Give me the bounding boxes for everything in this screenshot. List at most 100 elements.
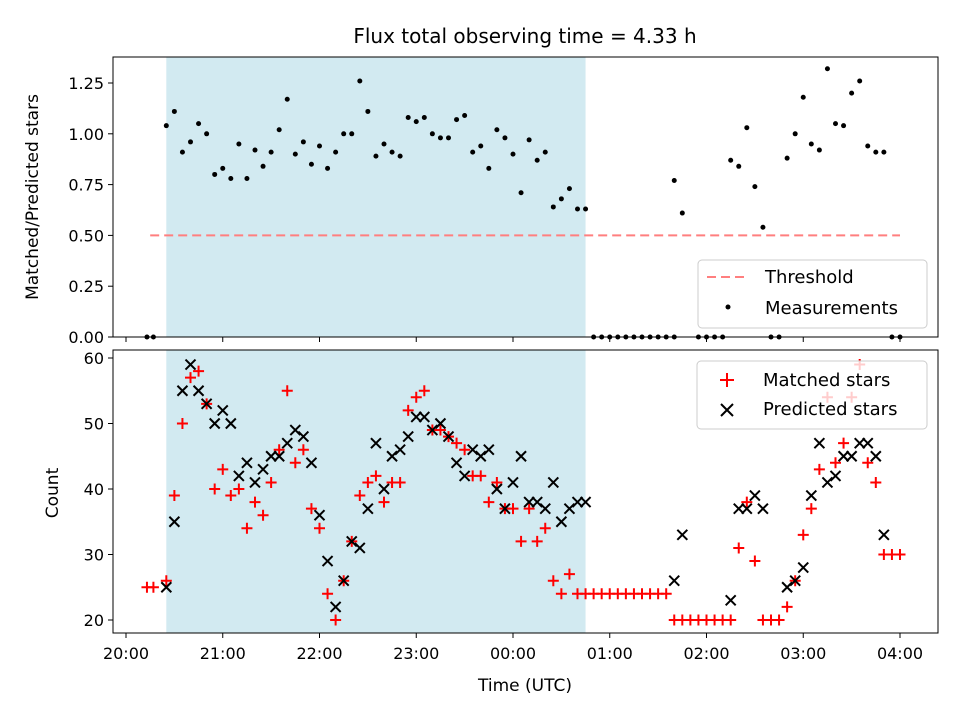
measurement-point <box>486 165 492 171</box>
predicted-star-point <box>676 529 689 541</box>
matched-star-point <box>354 490 366 502</box>
x-tick-label: 21:00 <box>200 644 246 663</box>
matched-star-point <box>265 476 277 488</box>
measurement-point <box>437 135 443 141</box>
measurement-point <box>381 141 387 147</box>
measurement-point <box>220 165 226 171</box>
y-tick: 1.00 <box>68 125 113 144</box>
predicted-star-point <box>329 601 342 613</box>
predicted-star-point <box>418 411 431 423</box>
matched-star-point <box>862 457 874 469</box>
predicted-star-point <box>337 574 350 587</box>
matched-star-point <box>378 496 390 508</box>
x-tick-label: 22:00 <box>296 644 342 663</box>
matched-star-point <box>507 503 519 515</box>
matched-star-point <box>475 470 487 482</box>
matched-star-point <box>531 535 543 547</box>
bottom-y-axis-ticks: 20 30 40 50 60 <box>84 349 113 630</box>
predicted-star-point <box>821 476 834 489</box>
y-tick-label: 20 <box>84 611 104 630</box>
measurement-point <box>365 108 371 114</box>
bottom-x-axis-ticks: 20:00 21:00 22:00 23:00 00:00 01:00 02:00 03:00… <box>103 633 923 663</box>
matched-star-point <box>749 555 761 567</box>
measurement-point <box>236 141 242 147</box>
predicted-star-point <box>208 417 221 430</box>
y-tick: 30 <box>84 546 113 565</box>
matched-star-point <box>257 509 269 521</box>
y-tick-label: 0.50 <box>68 226 104 245</box>
y-tick-label: 0.25 <box>68 277 104 296</box>
predicted-star-point <box>563 502 576 515</box>
measurement-point <box>179 149 185 155</box>
top-panel: Flux total observing time = 4.33 h 0.000… <box>23 24 939 347</box>
observing-window-shade <box>166 57 586 337</box>
y-tick: 0.25 <box>68 277 113 296</box>
y-tick-label: 0.00 <box>68 328 104 347</box>
observing-window-shade <box>166 350 586 633</box>
measurement-point <box>341 131 347 137</box>
measurement-point <box>566 186 572 192</box>
matched-star-point <box>483 496 495 508</box>
measurements-legend-label: Measurements <box>765 298 898 319</box>
count-points <box>141 358 906 626</box>
matched-star-point <box>273 444 285 456</box>
predicted-star-point <box>192 385 205 397</box>
predicted-star-point <box>829 470 842 482</box>
measurement-point <box>784 155 790 161</box>
measurement-point <box>518 190 524 196</box>
matched-star-point <box>193 365 205 377</box>
measurement-point <box>252 147 258 153</box>
predicted-star-point <box>168 516 181 528</box>
measurement-point <box>502 135 508 141</box>
measurement-point <box>534 157 540 163</box>
y-tick: 0.75 <box>68 176 113 195</box>
y-tick: 1.25 <box>68 74 113 93</box>
matched-star-point <box>225 490 237 502</box>
matched-star-point <box>217 463 229 475</box>
y-tick-label: 60 <box>84 349 104 368</box>
matched-star-point <box>168 490 180 502</box>
measurement-point <box>212 171 218 177</box>
matched-star-point <box>781 601 793 613</box>
matched-star-point <box>249 496 261 508</box>
measurement-point <box>550 204 556 210</box>
predicted-star-point <box>184 358 197 371</box>
measurement-point <box>849 90 855 96</box>
y-tick-label: 0.75 <box>68 176 104 195</box>
predicted-star-point <box>870 450 882 462</box>
x-tick-label: 02:00 <box>683 644 729 663</box>
measurement-point <box>462 113 468 119</box>
predicted-star-point <box>370 437 382 449</box>
measurement-point <box>510 151 516 157</box>
matched-star-point <box>830 457 841 469</box>
matched-star-point <box>797 529 809 541</box>
predicted-star-point <box>483 443 495 456</box>
predicted-star-point <box>346 535 358 548</box>
predicted-star-point <box>531 496 543 508</box>
measurement-point <box>349 131 355 137</box>
predicted-star-point <box>475 450 487 462</box>
matched-star-point <box>894 549 906 560</box>
x-axis-label: Time (UTC) <box>477 676 572 696</box>
matched-star-point <box>185 372 196 384</box>
predicted-star-point <box>273 450 285 462</box>
measurement-point <box>833 121 838 127</box>
predicted-star-point <box>362 502 374 515</box>
predicted-star-point <box>555 516 568 528</box>
matched-star-point <box>838 437 850 449</box>
matched-star-point <box>515 535 527 547</box>
predicted-star-point <box>305 457 318 469</box>
measurement-point <box>228 176 234 182</box>
bottom-plot-frame <box>112 349 939 634</box>
measurement-point <box>357 78 363 84</box>
predicted-star-point <box>297 430 310 443</box>
measurement-point <box>163 123 169 129</box>
predicted-star-point <box>281 437 293 449</box>
matched-star-point <box>434 424 446 436</box>
matched-star-point <box>733 542 745 554</box>
predicted-star-point <box>313 509 326 521</box>
measurements-legend-swatch <box>725 304 731 310</box>
y-tick: 20 <box>84 611 113 630</box>
predicted-star-point <box>668 574 680 587</box>
